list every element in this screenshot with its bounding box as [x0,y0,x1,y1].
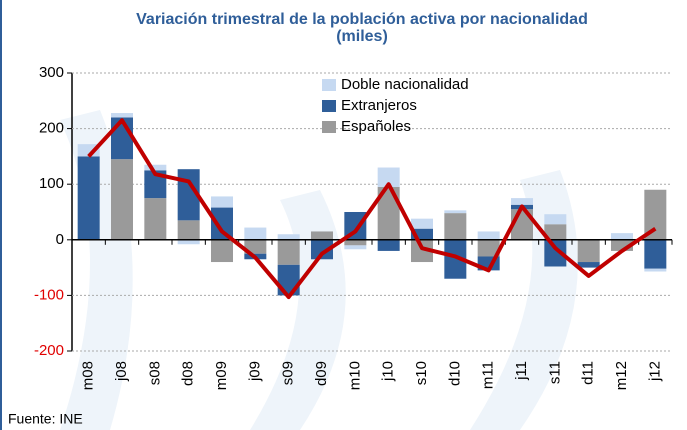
x-tick-label: d10 [446,361,463,386]
bar [511,198,533,205]
x-tick-label: j10 [380,361,397,382]
bar [544,224,567,240]
legend-label: Españoles [341,118,411,135]
bar [311,239,333,260]
bar [244,239,267,254]
bar [344,245,367,250]
source: Fuente: INE [8,411,83,427]
bar [477,231,500,240]
bar [444,213,467,240]
bar [577,239,600,263]
bar [411,239,433,263]
x-tick-label: d09 [313,361,330,386]
bar [644,239,667,269]
x-tick-label: j12 [646,361,663,382]
bar [411,228,433,240]
y-tick-label: -200 [34,342,64,359]
legend-swatch [322,79,336,91]
chart-title: Variación trimestral de la población act… [136,11,588,28]
bar [644,268,667,272]
legend-swatch [322,100,336,112]
y-tick-label: 300 [39,64,64,81]
bar [377,186,400,240]
bar [577,262,600,268]
x-tick-label: m12 [613,361,630,390]
bar [644,189,667,240]
x-tick-label: j08 [113,361,130,382]
x-tick-label: s09 [280,361,297,385]
legend-label: Extranjeros [341,97,417,114]
bar [344,239,367,246]
x-tick-label: d08 [180,361,197,386]
bar [111,159,133,240]
x-tick-label: m08 [80,361,97,390]
y-tick-label: 200 [39,120,64,137]
bar [611,233,633,240]
bg-swoosh [250,190,346,430]
bar [211,239,233,263]
chart-subtitle: (miles) [336,28,388,45]
x-tick-label: m11 [480,361,497,389]
x-tick-label: j11 [513,361,530,381]
bar [211,196,233,208]
bar [177,220,200,240]
y-tick-label: -100 [34,286,64,303]
legend-label: Doble nacionalidad [341,76,469,93]
y-tick-label: 100 [39,175,64,192]
bar [377,239,400,251]
bar [444,210,467,214]
x-tick-label: s11 [546,361,563,384]
bar [544,239,567,267]
x-tick-label: d11 [580,361,597,385]
bar [144,198,167,240]
bar [411,218,433,229]
x-tick-label: s08 [146,361,163,385]
x-tick-label: m09 [213,361,230,390]
bar [244,227,267,240]
bar [444,239,467,279]
x-tick-label: m10 [346,361,363,390]
x-tick-label: s10 [413,361,430,385]
bar [211,207,233,240]
bar [377,167,400,187]
bar [277,234,300,240]
total-line [87,118,657,300]
bar [111,113,133,118]
bar [277,239,300,265]
bar [311,231,333,240]
bar [477,239,500,257]
bar [144,164,167,171]
y-tick-label: 0 [56,231,64,248]
bar [544,214,567,225]
bar [611,239,633,251]
bar [177,239,200,245]
x-tick-label: j09 [246,361,263,382]
bar [77,156,100,240]
legend-swatch [322,121,336,133]
